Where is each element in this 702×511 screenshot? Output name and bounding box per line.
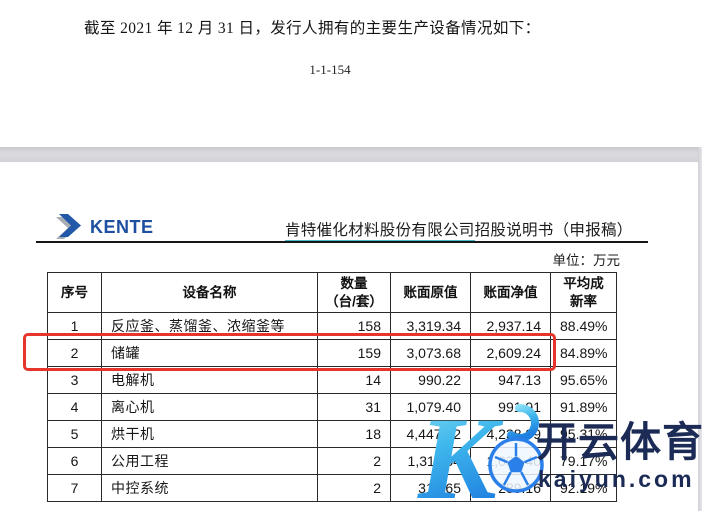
header-rule (36, 241, 648, 243)
cell-index: 5 (47, 420, 102, 448)
col-header-rate: 平均成 新率 (550, 272, 617, 313)
cell-quantity: 2 (317, 474, 391, 502)
highlight-box-row-2 (23, 333, 556, 371)
kente-logo: KENTE (55, 214, 154, 240)
cell-original-value: 1,079.40 (390, 393, 471, 421)
intro-paragraph: 截至 2021 年 12 月 31 日，发行人拥有的主要生产设备情况如下： (84, 20, 541, 37)
page-break-band (0, 147, 702, 162)
cell-renewal-rate: 91.89% (550, 393, 617, 421)
cell-equipment-name: 公用工程 (101, 447, 318, 475)
cell-net-value: 991.91 (470, 393, 551, 421)
kente-chevron-icon (55, 214, 83, 240)
cell-index: 7 (47, 474, 102, 502)
cell-index: 4 (47, 393, 102, 421)
cell-index: 2 (47, 339, 102, 367)
cell-equipment-name: 储罐 (101, 339, 318, 367)
cell-renewal-rate: 84.89% (550, 339, 617, 367)
cell-quantity: 18 (317, 420, 391, 448)
cell-equipment-name: 烘干机 (101, 420, 318, 448)
cell-net-value: 1,038.40 (470, 447, 551, 475)
table-row: 4 离心机 31 1,079.40 991.91 91.89% (47, 393, 617, 421)
col-header-name: 设备名称 (101, 272, 318, 313)
cell-equipment-name: 中控系统 (101, 474, 318, 502)
cell-net-value: 4,238.99 (470, 420, 551, 448)
table-row: 6 公用工程 2 1,311.54 1,038.40 79.17% (47, 447, 617, 475)
page-edge (698, 147, 702, 511)
cell-index: 6 (47, 447, 102, 475)
cell-renewal-rate: 92.19% (550, 474, 617, 502)
unit-label: 单位：万元 (552, 253, 621, 268)
cell-original-value: 3,073.68 (390, 339, 471, 367)
document-title: 肯特催化材料股份有限公司招股说明书（申报稿） (285, 218, 633, 242)
cell-net-value: 289.16 (470, 474, 551, 502)
company-name-link[interactable]: 肯特催化材料股份有限公司 (285, 222, 475, 242)
table-row: 7 中控系统 2 313.65 289.16 92.19% (47, 474, 617, 502)
kente-logo-text: KENTE (90, 216, 154, 237)
cell-quantity: 31 (317, 393, 391, 421)
table-header-row: 序号 设备名称 数量 （台/套） 账面原值 账面净值 平均成 新率 (47, 272, 617, 313)
col-header-original: 账面原值 (390, 272, 471, 313)
equipment-table: 序号 设备名称 数量 （台/套） 账面原值 账面净值 平均成 新率 1 反应釜、蒸… (47, 272, 617, 502)
col-header-net: 账面净值 (470, 272, 551, 313)
doc-title-suffix: 招股说明书（申报稿） (474, 222, 633, 239)
cell-quantity: 2 (317, 447, 391, 475)
cell-original-value: 4,447.52 (390, 420, 471, 448)
cell-renewal-rate: 95.31% (550, 420, 617, 448)
col-header-index: 序号 (47, 272, 102, 313)
table-row: 5 烘干机 18 4,447.52 4,238.99 95.31% (47, 420, 617, 448)
cell-renewal-rate: 79.17% (550, 447, 617, 475)
cell-renewal-rate: 88.49% (550, 312, 617, 340)
page-number: 1-1-154 (309, 62, 351, 77)
cell-equipment-name: 离心机 (101, 393, 318, 421)
cell-original-value: 1,311.54 (390, 447, 471, 475)
col-header-quantity: 数量 （台/套） (317, 272, 391, 313)
cell-original-value: 313.65 (390, 474, 471, 502)
cell-renewal-rate: 95.65% (550, 366, 617, 394)
